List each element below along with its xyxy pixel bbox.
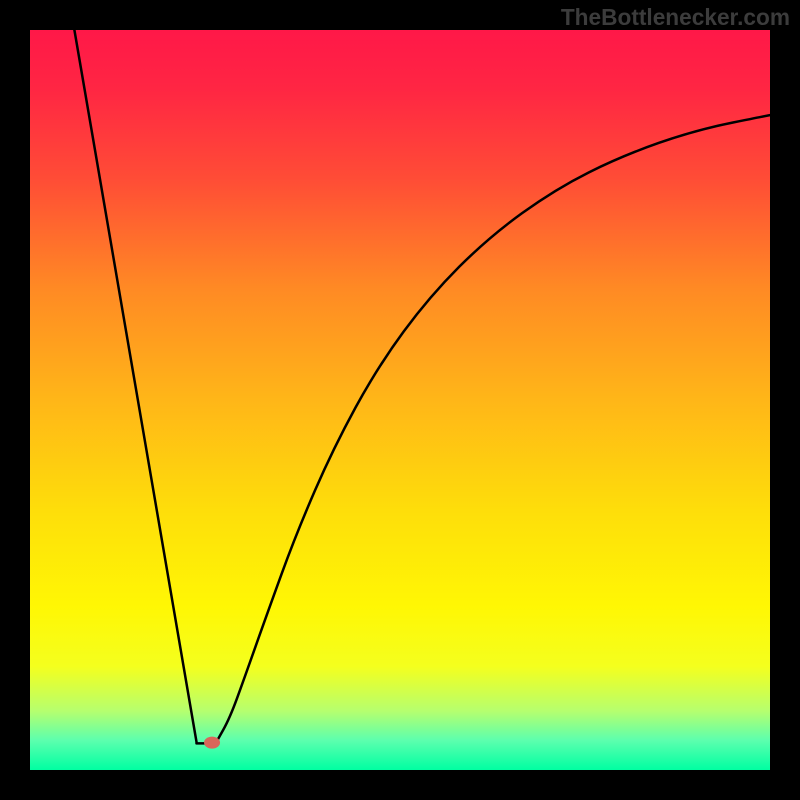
bottleneck-chart [0,0,800,800]
plot-background [30,30,770,770]
chart-container: TheBottlenecker.com [0,0,800,800]
optimum-marker [204,737,220,749]
